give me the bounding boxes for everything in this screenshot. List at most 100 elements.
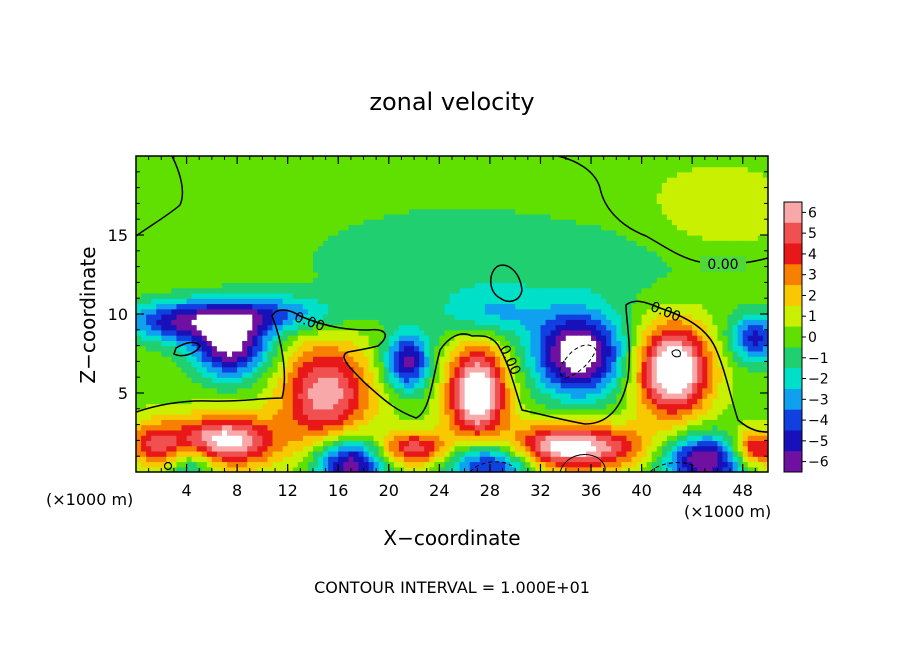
field-cell: [606, 287, 612, 294]
field-cell: [318, 366, 324, 373]
field-cell: [151, 450, 157, 457]
field-cell: [136, 350, 142, 357]
field-cell: [398, 398, 405, 405]
field-cell: [550, 308, 557, 315]
field-cell: [474, 398, 481, 405]
field-cell: [661, 466, 668, 472]
field-cell: [181, 271, 188, 278]
field-cell: [535, 456, 542, 463]
field-cell: [176, 266, 183, 273]
field-cell: [626, 393, 633, 399]
field-cell: [262, 345, 269, 352]
field-cell: [297, 271, 304, 278]
field-cell: [687, 435, 693, 441]
field-cell: [596, 287, 602, 294]
field-cell: [550, 424, 557, 431]
field-cell: [353, 414, 360, 420]
field-cell: [353, 319, 360, 326]
field-cell: [550, 450, 557, 457]
field-cell: [697, 408, 703, 415]
field-cell: [762, 429, 768, 436]
field-cell: [176, 271, 183, 278]
field-cell: [403, 335, 410, 341]
field-cell: [409, 277, 415, 283]
field-cell: [388, 308, 395, 315]
field-cell: [580, 329, 587, 336]
field-cell: [176, 398, 183, 405]
field-cell: [631, 266, 638, 273]
field-cell: [717, 277, 724, 283]
field-cell: [682, 424, 688, 431]
field-cell: [267, 440, 274, 447]
field-cell: [318, 303, 324, 310]
field-cell: [570, 382, 577, 389]
field-cell: [393, 435, 400, 441]
field-cell: [201, 366, 208, 373]
field-cell: [520, 282, 526, 289]
field-cell: [631, 329, 638, 336]
field-cell: [540, 329, 547, 336]
field-cell: [575, 340, 582, 347]
field-cell: [302, 340, 309, 347]
field-cell: [444, 366, 451, 373]
field-cell: [333, 345, 339, 352]
field-cell: [494, 371, 501, 378]
field-cell: [535, 282, 542, 289]
field-cell: [252, 340, 258, 347]
field-cell: [358, 335, 365, 341]
field-cell: [707, 314, 713, 320]
field-cell: [535, 393, 542, 399]
field-cell: [292, 393, 299, 399]
field-cell: [252, 308, 258, 315]
field-cell: [196, 335, 203, 341]
field-cell: [363, 340, 370, 347]
field-cell: [606, 382, 612, 389]
field-cell: [363, 335, 370, 341]
field-cell: [292, 335, 299, 341]
field-cell: [570, 377, 577, 384]
field-cell: [333, 382, 339, 389]
field-cell: [762, 440, 768, 447]
field-cell: [591, 403, 597, 410]
field-cell: [692, 308, 698, 315]
field-cell: [671, 456, 678, 463]
field-cell: [505, 266, 511, 273]
field-cell: [560, 414, 567, 420]
field-cell: [201, 393, 208, 399]
field-cell: [646, 361, 653, 368]
field-cell: [520, 350, 526, 357]
field-cell: [641, 466, 648, 472]
field-cell: [636, 287, 643, 294]
field-cell: [414, 303, 420, 310]
field-cell: [636, 324, 643, 331]
field-cell: [373, 456, 380, 463]
field-cell: [676, 277, 683, 283]
field-cell: [606, 371, 612, 378]
field-cell: [666, 440, 673, 447]
field-cell: [555, 387, 562, 394]
field-cell: [403, 414, 410, 420]
field-cell: [585, 298, 592, 305]
field-cell: [267, 424, 274, 431]
field-cell: [747, 282, 754, 289]
field-cell: [247, 282, 253, 289]
field-cell: [201, 450, 208, 457]
field-cell: [459, 377, 466, 384]
field-cell: [535, 382, 542, 389]
field-cell: [454, 261, 461, 268]
field-cell: [692, 393, 698, 399]
field-cell: [403, 261, 410, 268]
field-cell: [181, 350, 188, 357]
field-cell: [621, 350, 628, 357]
field-cell: [247, 377, 253, 384]
field-cell: [747, 435, 754, 441]
field-cell: [312, 387, 319, 394]
field-cell: [697, 303, 703, 310]
field-cell: [676, 303, 683, 310]
field-cell: [318, 314, 324, 320]
field-cell: [272, 424, 279, 431]
field-cell: [403, 345, 410, 352]
field-cell: [712, 319, 719, 326]
field-cell: [469, 303, 476, 310]
field-cell: [247, 366, 253, 373]
